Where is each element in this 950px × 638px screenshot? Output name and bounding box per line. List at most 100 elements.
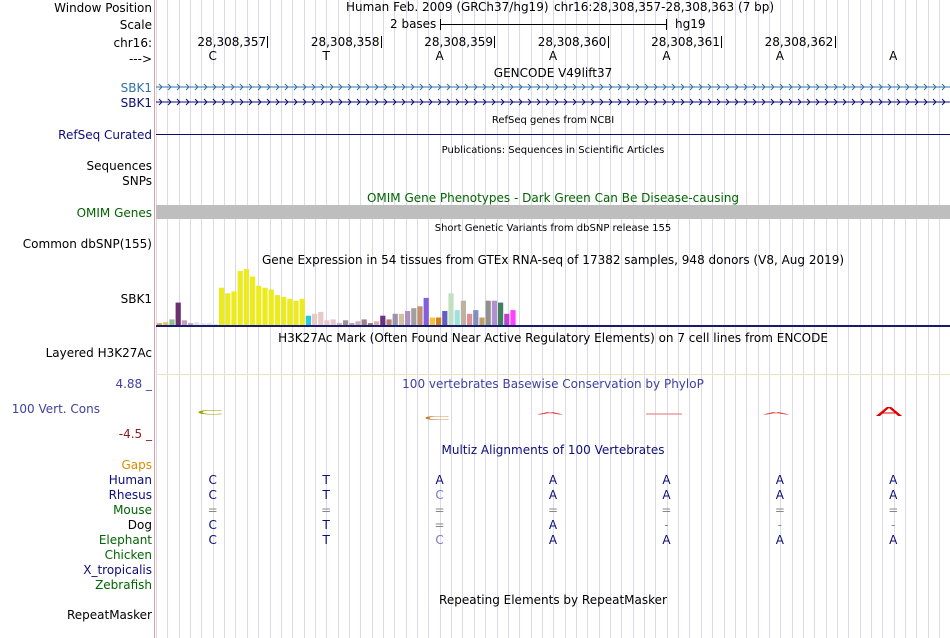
species-label-dog[interactable]: Dog [127,518,152,532]
multiz-title: Multiz Alignments of 100 Vertebrates [441,443,665,457]
species-label-human[interactable]: Human [108,473,152,487]
strand-chevron [500,98,505,106]
h3k27ac-label[interactable]: Layered H3K27Ac [45,346,152,360]
alignment-base: C [208,488,217,502]
gaps-label[interactable]: Gaps [121,458,152,472]
strand-chevron [428,98,433,106]
gtex-tissue-bar [448,293,454,325]
assembly-title: Human Feb. 2009 (GRCh37/hg19) [346,0,549,14]
strand-chevron [221,83,226,91]
dbsnp-label[interactable]: Common dbSNP(155) [22,237,152,251]
strand-chevron [896,83,901,91]
species-label-chicken[interactable]: Chicken [104,548,152,562]
assembly-name: hg19 [675,17,706,31]
strand-chevron [752,98,757,106]
strand-chevron [707,83,712,91]
strand-chevron [509,98,514,106]
refseq-gene-line[interactable] [156,134,950,135]
species-label-rhesus[interactable]: Rhesus [108,488,152,502]
gtex-tissue-bar [423,297,429,325]
gencode-item-label-2[interactable]: SBK1 [120,96,152,110]
base-grid [156,0,940,638]
strand-chevron [905,83,910,91]
strand-chevron [176,83,181,91]
species-label-mouse[interactable]: Mouse [113,503,152,517]
alignment-base: A [889,533,898,547]
species-label-x_tropicalis[interactable]: X_tropicalis [83,563,152,577]
strand-chevron [464,98,469,106]
strand-chevron [185,98,190,106]
strand-chevron [581,98,586,106]
strand-chevron [635,98,640,106]
strand-chevron [437,83,442,91]
gtex-tissue-bar [194,322,200,325]
gtex-tissue-bar [237,270,243,325]
species-label-zebrafish[interactable]: Zebrafish [95,578,152,592]
alignment-base: A [775,473,784,487]
strand-chevron [698,98,703,106]
gtex-tissue-bar [417,306,423,325]
strand-chevron [905,98,910,106]
refseq-label[interactable]: RefSeq Curated [58,128,152,142]
gtex-tissue-bar [405,311,411,325]
strand-chevron [293,98,298,106]
gtex-tissue-bar [293,300,299,325]
strand-chevron [680,83,685,91]
coordinate-label: 28,308,359 [424,35,493,49]
gtex-tissue-bar [374,321,380,325]
strand-chevron [212,83,217,91]
omim-label[interactable]: OMIM Genes [76,206,152,220]
position-readout[interactable]: chr16:28,308,357-28,308,363 (7 bp) [554,0,775,14]
strand-chevron [482,83,487,91]
omim-title: OMIM Gene Phenotypes - Dark Green Can Be… [366,191,740,205]
gtex-tissue-bar [274,295,280,325]
strand-chevron [581,83,586,91]
strand-chevron [896,98,901,106]
gtex-tissue-bar [330,319,336,325]
label-divider [154,0,155,638]
gencode-transcripts[interactable] [156,80,950,110]
strand-chevron [779,83,784,91]
alignment-base: T [322,533,330,547]
alignment-base: A [548,533,558,547]
strand-chevron [419,83,424,91]
sequences-label[interactable]: Sequences [86,159,152,173]
strand-chevron [320,98,325,106]
strand-chevron [284,83,289,91]
strand-chevron [662,83,667,91]
gtex-tissue-bar [243,269,249,325]
gtex-bar-chart[interactable] [156,266,950,328]
strand-chevron [797,98,802,106]
coordinate-label: 28,308,358 [310,35,380,49]
strand-chevron [563,83,568,91]
species-label-elephant[interactable]: Elephant [98,533,152,547]
snps-label[interactable]: SNPs [122,174,152,188]
gtex-label[interactable]: SBK1 [120,292,152,306]
strand-chevron [617,98,622,106]
omim-gene-bar[interactable] [156,205,950,219]
conservation-label[interactable]: 100 Vert. Cons [11,402,100,416]
strand-chevron [347,83,352,91]
strand-chevron [527,98,532,106]
alignment-base: = [774,503,785,517]
alignment-base: C [208,518,217,532]
alignment-base: C [208,533,217,547]
gtex-tissue-bar [361,319,367,325]
strand-chevron [554,98,559,106]
cons-logo-a-7: A [876,404,903,419]
cons-logo-a-6: A [763,411,790,415]
repeatmasker-label[interactable]: RepeatMasker [66,608,152,622]
gtex-tissue-bar [473,310,479,325]
reference-base: A [775,49,784,63]
gencode-item-label-1[interactable]: SBK1 [120,81,152,95]
strand-chevron [941,98,946,106]
strand-chevron [194,98,199,106]
strand-chevron [410,98,415,106]
strand-chevron [284,98,289,106]
alignment-base: A [775,533,784,547]
alignment-base: - [664,518,669,532]
strand-chevron [257,83,262,91]
conservation-logo[interactable]: C C A A A [156,400,950,426]
strand-chevron [230,98,235,106]
alignment-base: C [208,473,217,487]
